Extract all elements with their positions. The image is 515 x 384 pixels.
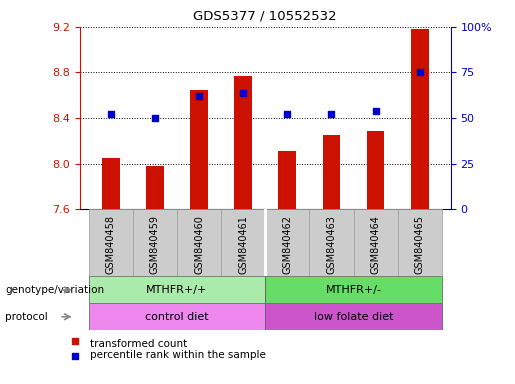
Bar [221,209,265,276]
Text: GSM840459: GSM840459 [150,215,160,274]
Point [283,111,291,118]
Text: transformed count: transformed count [90,339,187,349]
Bar [265,209,310,276]
Bar [89,276,265,303]
Bar [89,303,265,330]
Bar [89,209,133,276]
Bar [190,89,208,209]
Bar [234,76,252,209]
Text: MTHFR+/-: MTHFR+/- [325,285,382,295]
Point [195,93,203,99]
Point [239,89,247,96]
Bar [146,166,164,209]
Text: MTHFR+/+: MTHFR+/+ [146,285,208,295]
Point [371,108,380,114]
Bar [353,209,398,276]
Bar [102,158,119,209]
Point [107,111,115,118]
Text: low folate diet: low folate diet [314,312,393,322]
Bar [177,209,221,276]
Bar [265,303,442,330]
Point [71,338,79,344]
Bar [411,29,428,209]
Point [71,353,79,359]
Bar [322,135,340,209]
Bar [133,209,177,276]
Text: GSM840462: GSM840462 [282,215,293,274]
Text: protocol: protocol [5,312,48,322]
Text: GSM840465: GSM840465 [415,215,425,274]
Text: genotype/variation: genotype/variation [5,285,104,295]
Title: GDS5377 / 10552532: GDS5377 / 10552532 [194,10,337,23]
Bar [398,209,442,276]
Text: GSM840460: GSM840460 [194,215,204,273]
Bar [367,131,384,209]
Text: GSM840461: GSM840461 [238,215,248,273]
Text: control diet: control diet [145,312,209,322]
Point [328,111,336,118]
Text: GSM840458: GSM840458 [106,215,116,274]
Point [416,70,424,76]
Text: GSM840463: GSM840463 [327,215,336,273]
Bar [310,209,353,276]
Text: GSM840464: GSM840464 [371,215,381,273]
Bar [265,276,442,303]
Bar [279,151,296,209]
Text: percentile rank within the sample: percentile rank within the sample [90,350,266,360]
Point [151,115,159,121]
